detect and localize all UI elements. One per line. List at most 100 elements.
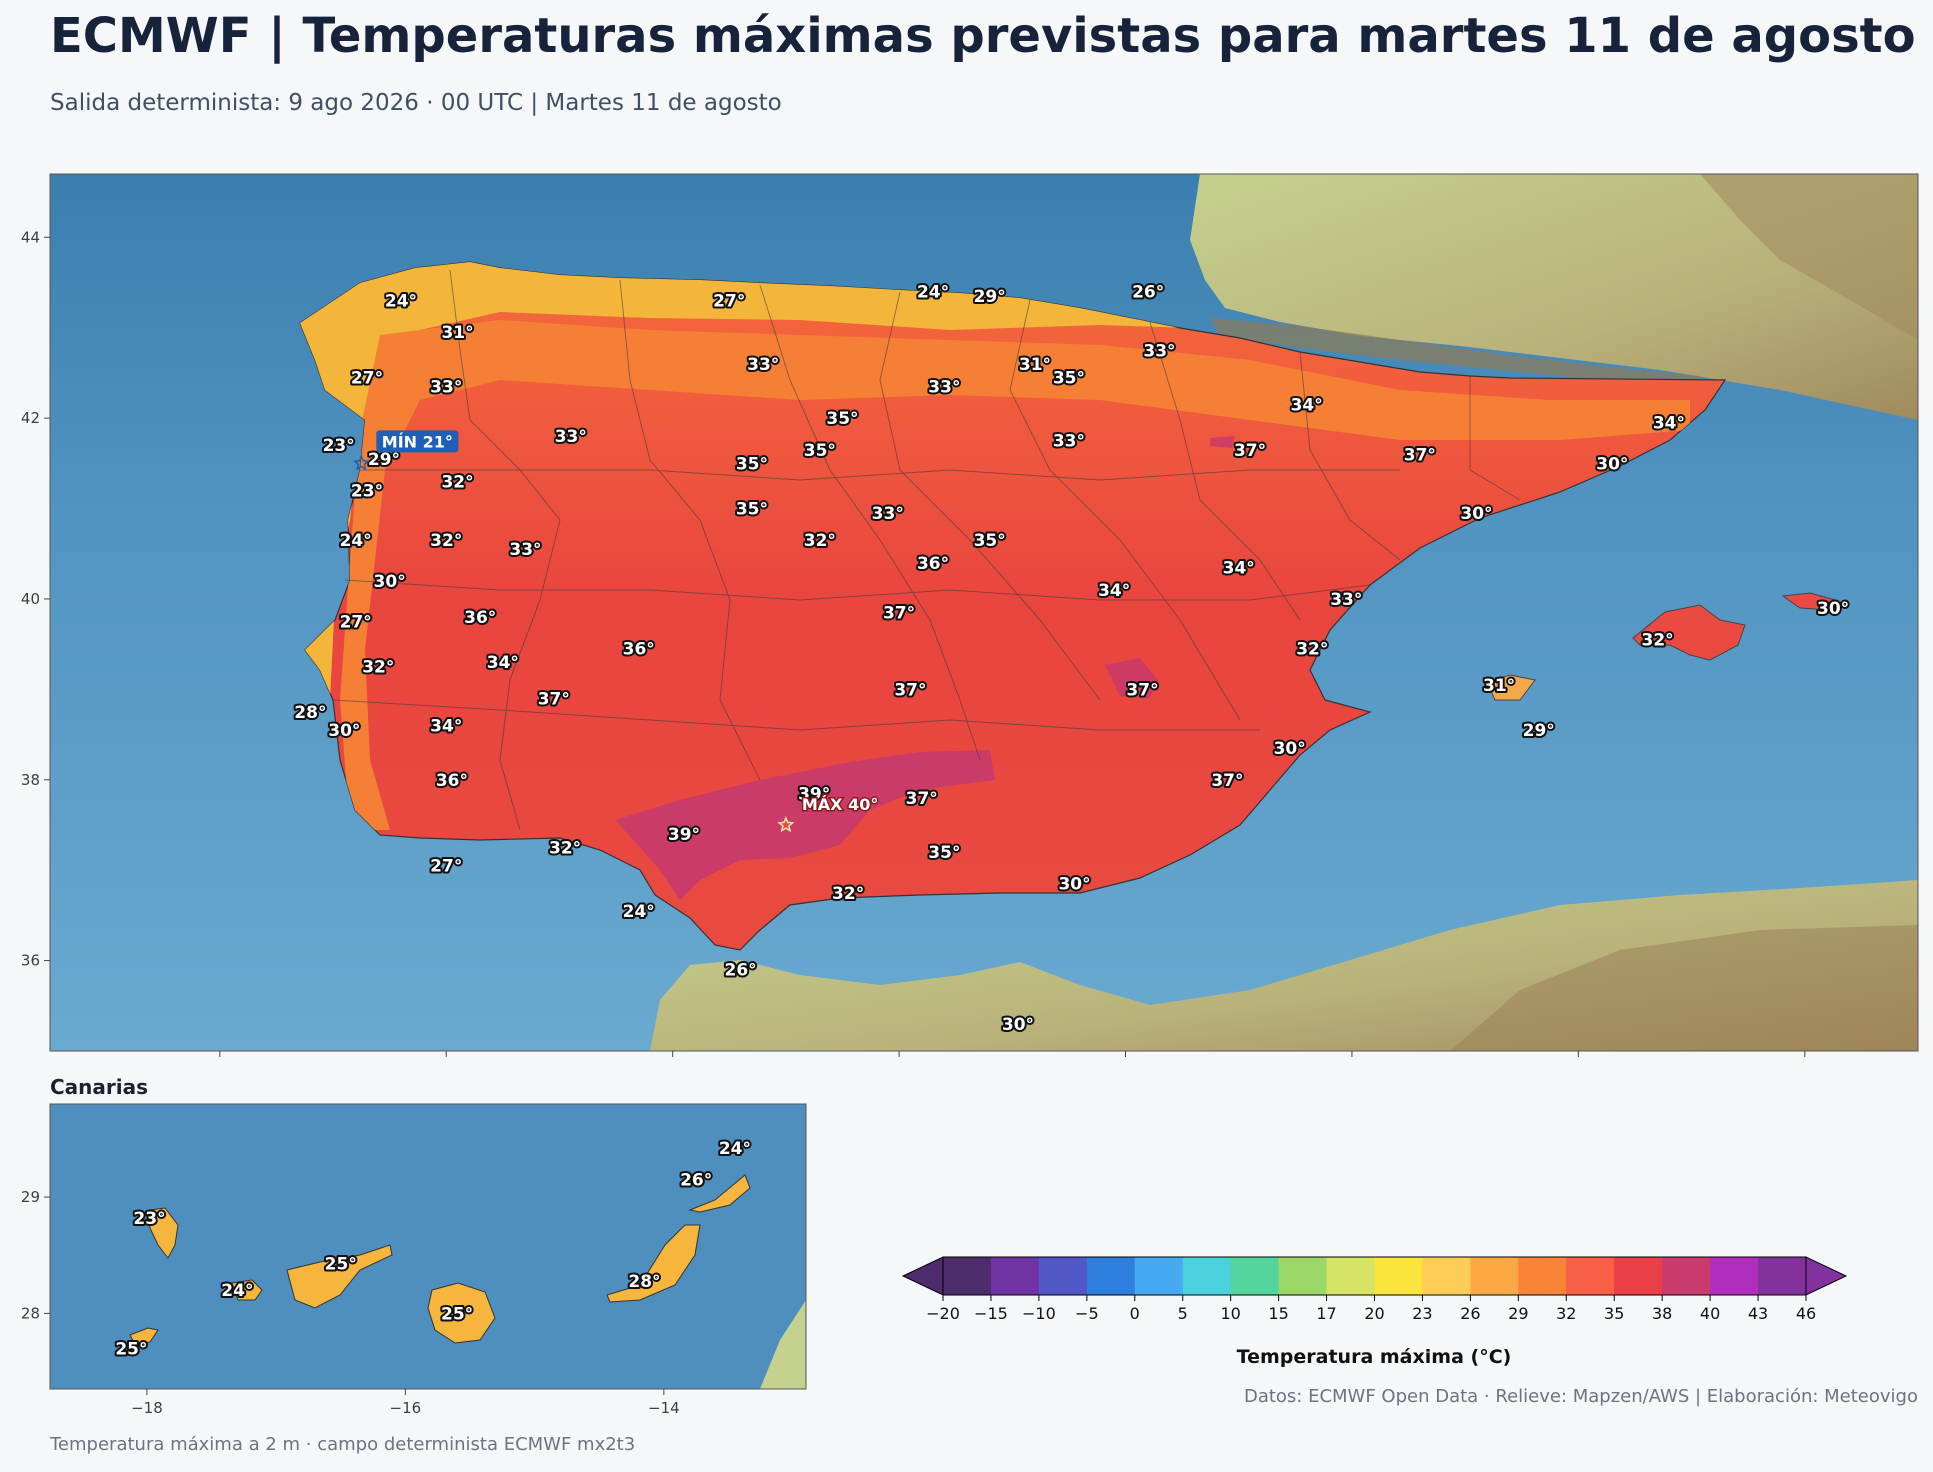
temperature-label: 24° [340,531,372,551]
main-map-frame [49,173,1919,1052]
inset-temperature-label: 24° [221,1281,253,1301]
temperature-label: 24° [623,902,655,922]
page-title: ECMWF | Temperaturas máximas previstas p… [50,8,1916,64]
temperature-label: 33° [1143,341,1175,361]
temperature-label: 32° [362,658,394,678]
colorbar-tick-label: 40 [1700,1304,1720,1323]
colorbar-tick-label: 23 [1412,1304,1432,1323]
colorbar-tick-label: 26 [1460,1304,1480,1323]
colorbar-frame [942,1256,1807,1296]
colorbar-bin [1230,1257,1280,1295]
main-map[interactable]: −10−8−6−4−2024 36 38 40 42 44 24° 27° 24° 29° 26… [0,0,1933,1060]
colorbar-bin [1374,1257,1423,1295]
inset-frame-content [50,1104,806,1389]
inset-map-frame [49,1103,807,1390]
temperature-label: 37° [1126,680,1158,700]
colorbar-bin [1662,1257,1711,1295]
temperature-label: 35° [1053,368,1085,388]
colorbar-label: Temperatura máxima (°C) [1237,1346,1512,1368]
temperature-label: 32° [1296,640,1328,660]
temperature-label: 34° [1291,396,1323,416]
inset-temperature-label: 26° [680,1171,712,1191]
temperature-label: 30° [1058,875,1090,895]
temperature-label: 24° [385,292,417,312]
colorbar-tick-label: 43 [1748,1304,1768,1323]
temperature-label: 34° [487,653,519,673]
inset-y-tick-label: 28 [21,1304,40,1322]
temperature-label: 37° [883,604,915,624]
temperature-label: 33° [1053,432,1085,452]
temperature-label: 31° [1483,676,1515,696]
main-map-labels: 24° 27° 24° 29° 26°31°33°27° 33°33° 31°35°33°3… [292,281,1851,1037]
alps-relief [1700,174,1918,340]
temperature-label: 39° [668,825,700,845]
footnote: Temperatura máxima a 2 m · campo determi… [50,1434,636,1455]
france-land [1190,174,1918,420]
inset-temperature-label: 28° [628,1272,660,1292]
colorbar-bin [1134,1257,1184,1295]
colorbar-bin [1614,1257,1663,1295]
temperature-label: 27° [713,292,745,312]
main-y-tick-label: 40 [21,590,40,608]
temperature-label: 37° [538,689,570,709]
colorbar-tick-label: 10 [1220,1304,1240,1323]
inset-map-labels: 24° 26° 23° 25° 24° 28° 25° 25° [113,1137,753,1361]
temperature-label: 34° [1098,581,1130,601]
colorbar-bin [1326,1257,1375,1295]
colorbar-tick-label: 32 [1556,1304,1576,1323]
temperature-label: 34° [430,717,462,737]
colorbar-tick-label: 5 [1178,1304,1188,1323]
temperature-label: 31° [1019,355,1051,375]
temperature-label: 26° [725,961,757,981]
temperature-label: 32° [441,472,473,492]
temperature-label: 27° [351,368,383,388]
temperature-label: 34° [1223,558,1255,578]
temperature-label: 23° [351,481,383,501]
temperature-label: 30° [1460,504,1492,524]
temperature-label: 30° [1817,599,1849,619]
temperature-label: 33° [430,377,462,397]
admin-borders [332,269,1521,831]
temperature-label: 36° [917,554,949,574]
temperature-label: 30° [1274,739,1306,759]
main-y-tick-label: 42 [21,409,40,427]
temperature-label: 33° [509,540,541,560]
temperature-label: 34° [1653,414,1685,434]
colorbar-tick-label: 20 [1364,1304,1384,1323]
temperature-label: 37° [1404,445,1436,465]
temperature-label: 35° [826,409,858,429]
main-y-tick-label: 38 [21,771,40,789]
inset-y-axis: 28 29 [21,1188,50,1322]
colorbar-bin [1758,1257,1807,1295]
inset-title: Canarias [50,1075,149,1099]
colorbar-tick-label: 0 [1130,1304,1140,1323]
temperature-label: 29° [1523,721,1555,741]
temperature-label: 24° [917,283,949,303]
colorbar-tick-label: 15 [1268,1304,1288,1323]
temperature-label: 36° [623,640,655,660]
colorbar-ticks: −20 −15 −10 −5 0 5 10 15 17 20 23 26 29 32 35 38 40 43 46 [926,1295,1816,1323]
min-star-icon [352,454,370,471]
pyrenees-relief [1210,318,1700,388]
inset-x-tick-label: −18 [131,1399,163,1417]
colorbar-bin [1710,1257,1759,1295]
colorbar-tick-label: 46 [1796,1304,1816,1323]
zone-purple-ebro [1210,436,1235,448]
main-x-axis: −10−8−6−4−2024 [219,1051,1806,1057]
colorbar-tick-label: 29 [1508,1304,1528,1323]
inset-y-tick-label: 29 [21,1188,40,1206]
colorbar-tick-label: −15 [974,1304,1008,1323]
colorbar-over-arrow [1805,1256,1848,1296]
colorbar-bin [1518,1257,1567,1295]
colorbar-bin [943,1257,992,1295]
inset-temperature-label: 23° [133,1209,165,1229]
temperature-label: 37° [1211,771,1243,791]
temperature-label: 32° [549,839,581,859]
temperature-label: 36° [436,771,468,791]
inset-temperature-label: 24° [719,1139,751,1159]
zone-orange-north [340,320,1690,830]
island-fuerteventura [606,1224,701,1303]
temperature-label: 37° [906,789,938,809]
temperature-label: 31° [441,323,473,343]
temperature-label: 27° [340,613,372,633]
